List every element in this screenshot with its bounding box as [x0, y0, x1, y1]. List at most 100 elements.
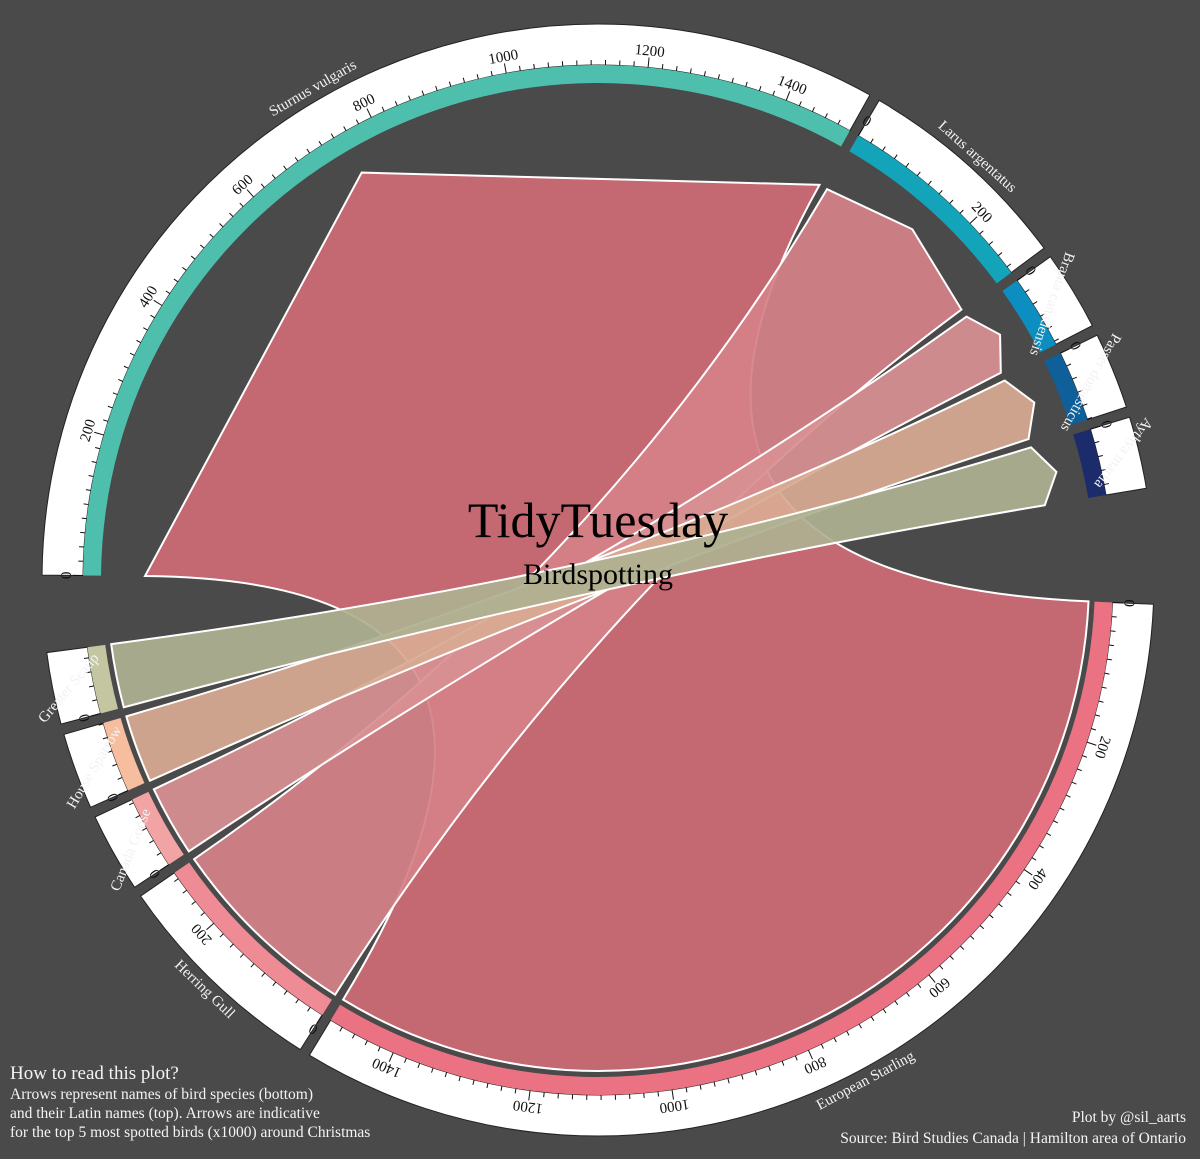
sector: [46, 644, 118, 725]
sector-band: [1044, 353, 1088, 426]
author-credit: Plot by @sil_aarts: [1071, 1109, 1186, 1126]
minor-tick: [905, 162, 910, 168]
minor-tick: [833, 1037, 837, 1043]
minor-tick: [1032, 301, 1038, 305]
minor-tick: [261, 972, 266, 977]
minor-tick: [1039, 845, 1044, 849]
minor-tick: [1098, 700, 1104, 703]
minor-tick: [250, 963, 255, 968]
minor-tick: [219, 933, 224, 938]
major-tick: [807, 1049, 813, 1060]
major-tick: [857, 126, 864, 136]
sector-band: [174, 862, 332, 1015]
chord-link: [110, 446, 1058, 709]
minor-tick: [339, 1026, 343, 1032]
minor-tick: [318, 140, 323, 146]
minor-tick: [330, 133, 335, 139]
minor-tick: [500, 1085, 503, 1091]
minor-tick: [1101, 468, 1107, 472]
minor-tick: [283, 990, 288, 995]
minor-tick: [103, 419, 109, 422]
minor-tick: [949, 199, 954, 205]
minor-tick: [1046, 832, 1052, 837]
minor-tick: [136, 339, 142, 344]
minor-tick: [431, 1067, 434, 1073]
minor-tick: [165, 290, 171, 295]
minor-tick: [343, 126, 347, 132]
minor-tick: [1054, 338, 1059, 342]
sector: [41, 23, 871, 577]
minor-tick: [306, 148, 311, 154]
tick-label: 1000: [658, 1095, 690, 1115]
minor-tick: [768, 1065, 771, 1071]
minor-tick: [1087, 417, 1093, 420]
minor-tick: [435, 85, 438, 91]
tick-label: 200: [1091, 734, 1113, 760]
minor-tick: [107, 405, 113, 409]
minor-tick: [870, 1016, 875, 1022]
sector: [1044, 334, 1128, 426]
major-tick: [316, 1014, 323, 1024]
major-tick: [118, 790, 129, 796]
minor-tick: [1077, 390, 1083, 393]
minor-tick: [85, 489, 91, 491]
minor-tick: [91, 460, 97, 464]
sector: [1002, 256, 1094, 353]
minor-tick: [156, 852, 162, 856]
minor-tick: [102, 736, 108, 740]
minor-tick: [661, 63, 664, 70]
minor-tick: [959, 945, 965, 950]
major-tick: [969, 216, 978, 225]
minor-tick: [239, 202, 244, 208]
minor-tick: [135, 815, 141, 819]
minor-tick: [351, 1033, 356, 1039]
minor-tick: [128, 802, 134, 806]
tick-label: 1200: [512, 1096, 544, 1116]
major-tick: [1016, 274, 1026, 281]
minor-tick: [490, 70, 493, 77]
minor-tick: [882, 1008, 887, 1014]
minor-tick: [514, 1088, 517, 1094]
major-tick: [1086, 741, 1097, 746]
minor-tick: [906, 992, 910, 997]
minor-tick: [727, 1078, 730, 1084]
minor-tick: [657, 1091, 659, 1097]
tick-label: 1200: [634, 42, 665, 61]
minor-tick: [294, 157, 299, 162]
minor-tick: [1072, 376, 1077, 380]
minor-tick: [893, 154, 898, 160]
minor-tick: [699, 1084, 702, 1090]
minor-tick: [811, 106, 815, 112]
minor-tick: [741, 1074, 744, 1080]
minor-tick: [142, 827, 147, 831]
minor-tick: [1024, 289, 1030, 293]
minor-tick: [95, 447, 101, 450]
minor-tick: [260, 183, 265, 188]
sector-band: [103, 718, 145, 791]
minor-tick: [355, 119, 360, 125]
minor-tick: [882, 146, 886, 152]
minor-tick: [1053, 820, 1058, 824]
minor-tick: [1090, 728, 1097, 731]
minor-tick: [295, 998, 300, 1004]
minor-tick: [200, 912, 205, 916]
minor-tick: [191, 900, 196, 905]
minor-tick: [307, 1006, 311, 1012]
minor-tick: [1094, 714, 1100, 717]
how-to-read-line: Arrows represent names of bird species (…: [10, 1086, 314, 1103]
minor-tick: [1103, 483, 1110, 485]
minor-tick: [209, 233, 214, 238]
minor-tick: [1082, 403, 1088, 407]
minor-tick: [1059, 807, 1065, 811]
minor-tick: [219, 223, 224, 228]
major-tick: [206, 922, 215, 931]
minor-tick: [1015, 880, 1021, 885]
minor-tick: [271, 174, 276, 179]
major-tick: [160, 864, 170, 871]
minor-tick: [88, 475, 94, 477]
minor-tick: [143, 327, 148, 331]
sector: [63, 718, 145, 808]
minor-tick: [476, 74, 479, 80]
minor-tick: [182, 889, 188, 894]
tick-label: 0: [1120, 599, 1136, 607]
